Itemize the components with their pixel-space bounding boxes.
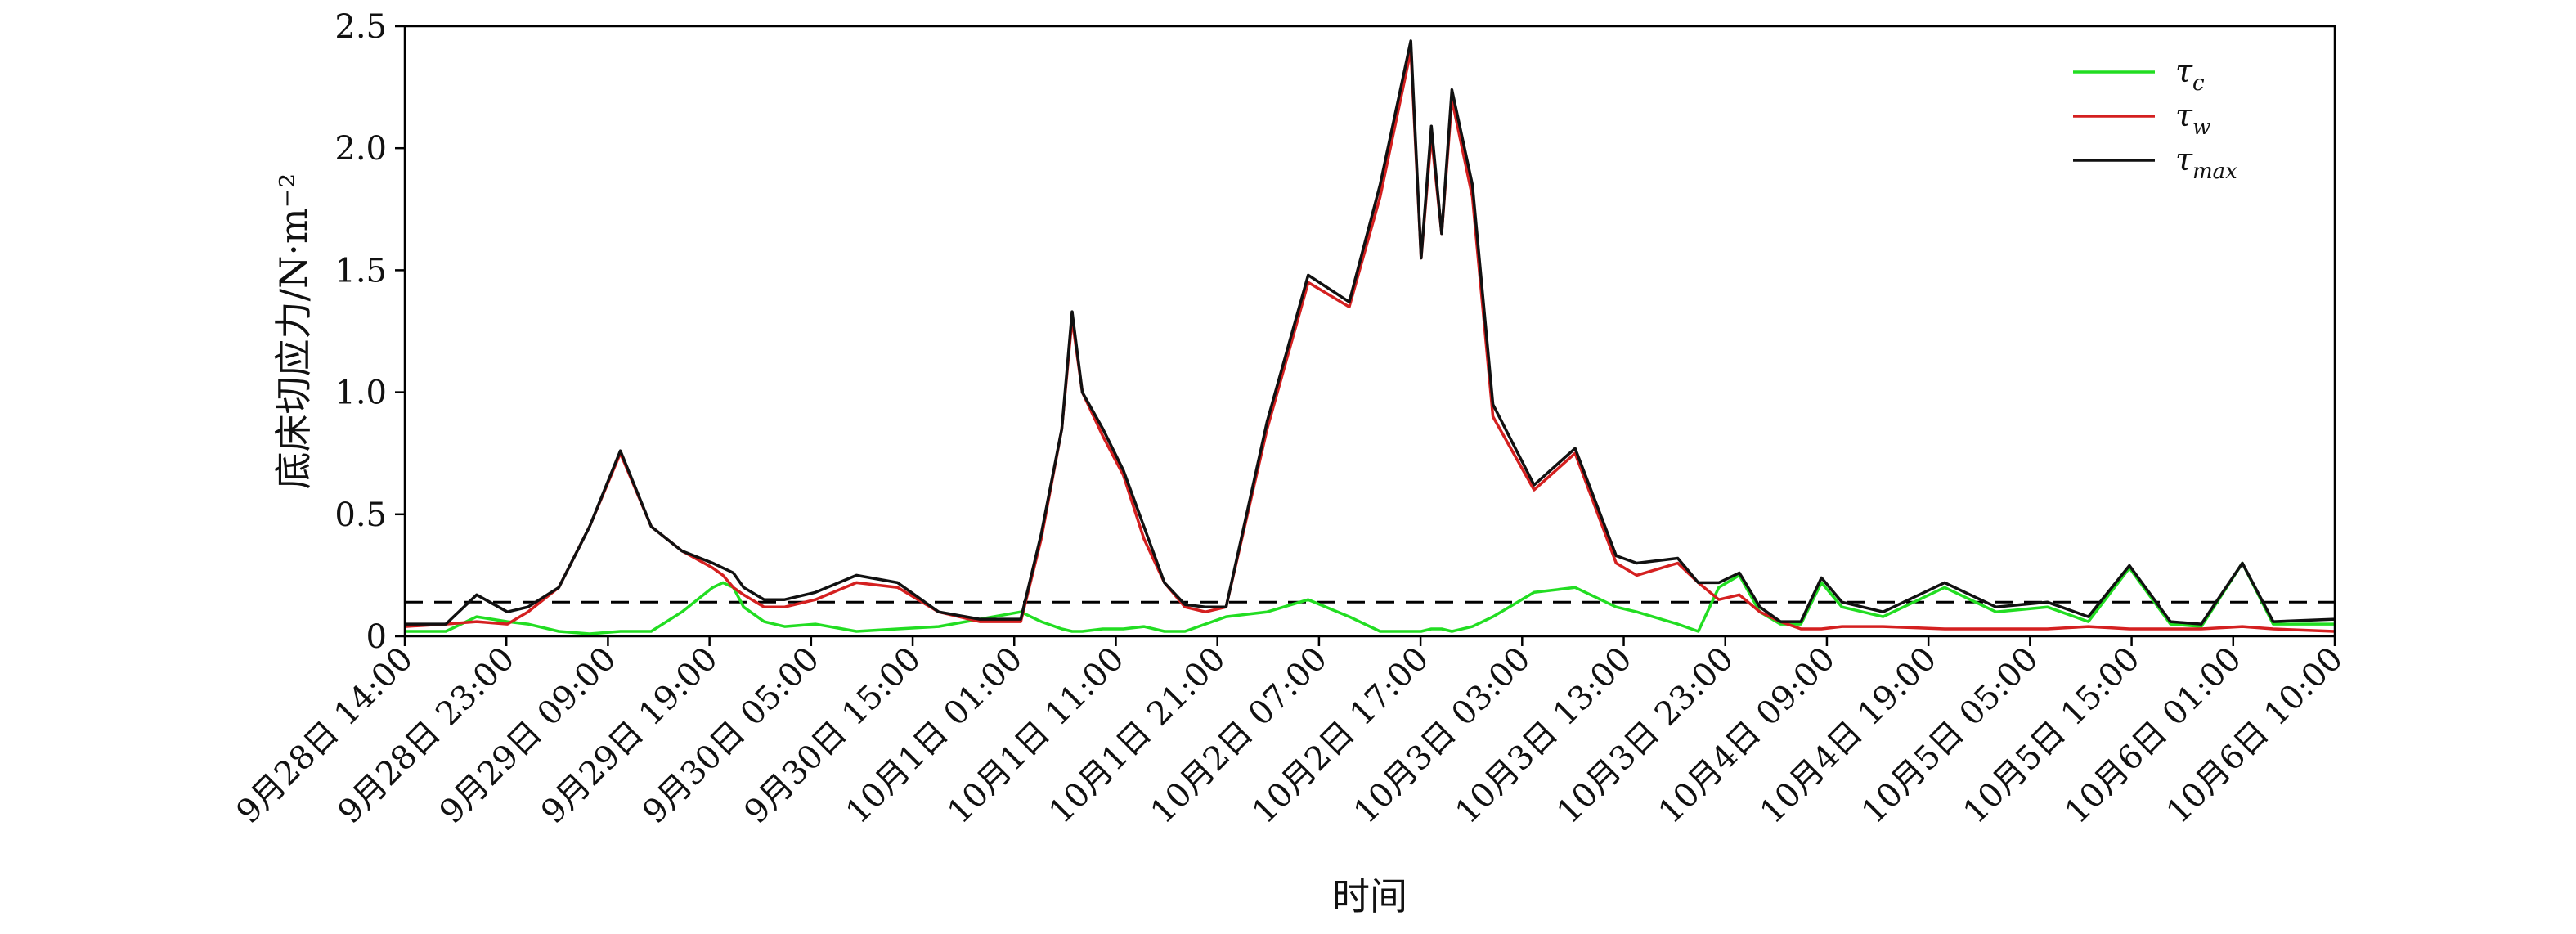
legend-label-c: τc: [2175, 53, 2205, 96]
x-tick-label: 10月4日 09:00: [1651, 640, 1842, 832]
y-axis: 0 0.5 1.0 1.5 2.0 2.5: [334, 8, 405, 656]
y-tick-label: 2.5: [334, 8, 387, 46]
x-tick-label: 9月28日 23:00: [331, 640, 523, 832]
x-tick-label: 10月1日 01:00: [839, 640, 1030, 832]
y-tick-label: 1.0: [334, 375, 387, 412]
legend-subscript: max: [2192, 159, 2237, 184]
x-tick-label: 9月30日 05:00: [635, 640, 827, 832]
plot-area: [404, 39, 2336, 635]
x-tick-label: 9月29日 19:00: [534, 640, 725, 832]
x-tick-label: 9月28日 14:00: [229, 640, 420, 832]
legend-label-w: τw: [2175, 97, 2210, 140]
series-line-max: [405, 39, 2336, 626]
x-tick-label: 9月30日 15:00: [738, 640, 929, 832]
y-tick-label: 0: [366, 618, 387, 656]
y-tick-label: 0.5: [334, 496, 387, 534]
x-tick-label: 10月3日 13:00: [1448, 640, 1640, 832]
series-line-c: [405, 561, 2335, 635]
x-tick-label: 10月1日 11:00: [940, 640, 1132, 832]
legend-label-max: τmax: [2175, 141, 2237, 184]
legend-subscript: w: [2192, 115, 2210, 140]
x-tick-label: 10月1日 21:00: [1042, 640, 1233, 832]
x-tick-label: 10月4日 19:00: [1753, 640, 1945, 832]
x-tick-label: 10月5日 05:00: [1855, 640, 2046, 832]
y-tick-label: 2.0: [334, 130, 387, 168]
y-axis-title: 底床切应力/N·m⁻²: [272, 173, 316, 490]
x-tick-label: 10月3日 03:00: [1347, 640, 1538, 832]
x-tick-label: 10月6日 01:00: [2058, 640, 2249, 832]
legend-subscript: c: [2192, 71, 2205, 96]
x-tick-label: 10月2日 17:00: [1245, 640, 1437, 832]
x-tick-label: 10月2日 07:00: [1143, 640, 1335, 832]
x-tick-label: 10月5日 15:00: [1956, 640, 2147, 832]
series-line-w: [404, 49, 2336, 633]
x-tick-label: 10月3日 23:00: [1550, 640, 1741, 832]
x-axis-title: 时间: [1332, 874, 1407, 918]
plot-frame: [403, 25, 2336, 638]
y-tick-label: 1.5: [334, 252, 387, 290]
x-tick-label: 9月29日 09:00: [433, 640, 624, 832]
x-tick-label: 10月6日 10:00: [2159, 640, 2350, 832]
